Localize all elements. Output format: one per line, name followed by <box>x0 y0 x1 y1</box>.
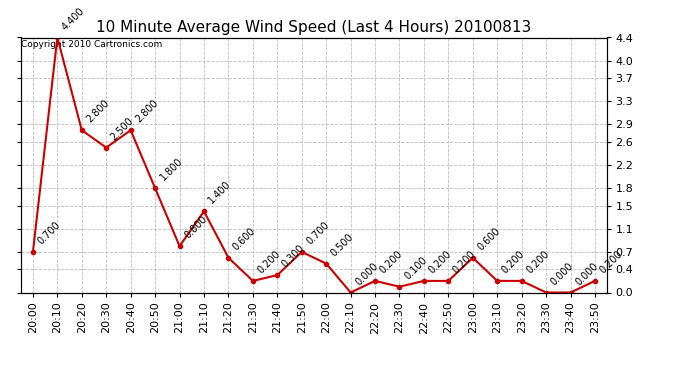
Text: Copyright 2010 Cartronics.com: Copyright 2010 Cartronics.com <box>21 40 163 49</box>
Text: 0.200: 0.200 <box>255 249 282 275</box>
Text: 0.200: 0.200 <box>598 249 624 275</box>
Text: 0.600: 0.600 <box>475 226 502 252</box>
Text: 0.000: 0.000 <box>573 260 600 287</box>
Text: 0.100: 0.100 <box>402 255 428 281</box>
Text: 0.600: 0.600 <box>231 226 257 252</box>
Text: 1.400: 1.400 <box>207 179 233 206</box>
Title: 10 Minute Average Wind Speed (Last 4 Hours) 20100813: 10 Minute Average Wind Speed (Last 4 Hou… <box>97 20 531 35</box>
Text: 2.800: 2.800 <box>85 98 111 124</box>
Text: 2.800: 2.800 <box>133 98 160 124</box>
Text: 1.800: 1.800 <box>158 156 184 183</box>
Text: 0.200: 0.200 <box>524 249 551 275</box>
Text: 0.200: 0.200 <box>378 249 404 275</box>
Text: 0.200: 0.200 <box>500 249 526 275</box>
Text: 0.000: 0.000 <box>353 260 380 287</box>
Text: 2.500: 2.500 <box>109 116 136 142</box>
Text: 0.700: 0.700 <box>36 220 62 246</box>
Text: 0.800: 0.800 <box>182 214 209 241</box>
Text: 0.700: 0.700 <box>304 220 331 246</box>
Text: 0.000: 0.000 <box>549 260 575 287</box>
Text: 0.500: 0.500 <box>329 231 355 258</box>
Text: 0.200: 0.200 <box>426 249 453 275</box>
Text: 0.300: 0.300 <box>280 243 306 270</box>
Text: 4.400: 4.400 <box>60 5 87 32</box>
Text: 0.200: 0.200 <box>451 249 477 275</box>
